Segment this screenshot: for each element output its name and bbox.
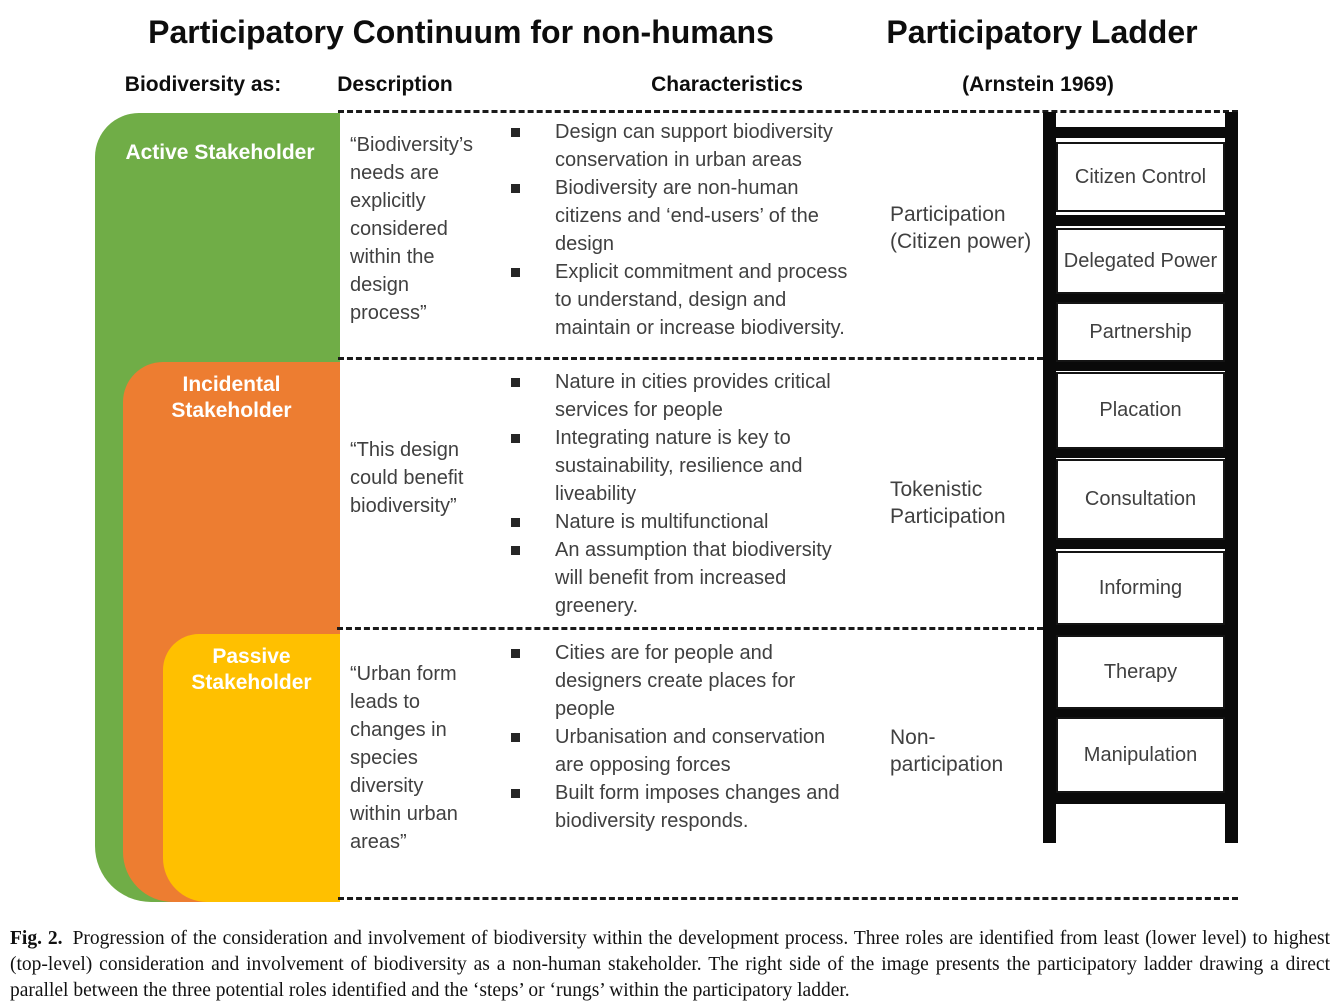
characteristic-item: Explicit commitment and process to under… xyxy=(505,258,880,342)
ladder-rung-bar xyxy=(1043,215,1238,226)
characteristics-active: Design can support biodiversity conserva… xyxy=(505,118,880,342)
ladder-rung-bar xyxy=(1043,127,1238,138)
characteristics-passive: Cities are for people and designers crea… xyxy=(505,639,880,835)
dashed-separator-incidental-passive xyxy=(337,627,1043,630)
characteristic-item: Urbanisation and conservation are opposi… xyxy=(505,723,880,779)
ladder-rung-bar xyxy=(1043,793,1238,804)
passive-stakeholder-box xyxy=(163,634,340,902)
ladder-rung-bar xyxy=(1043,625,1238,636)
figure-caption: Fig. 2. Progression of the consideration … xyxy=(10,926,1330,1004)
ladder-step-informing: Informing xyxy=(1056,551,1225,625)
description-active: “Biodiversity’s needs are explicitly con… xyxy=(350,134,473,324)
ladder-rung-bar xyxy=(1043,447,1238,458)
characteristic-item: Nature in cities provides critical servi… xyxy=(505,368,880,424)
active-stakeholder-label: Active Stakeholder xyxy=(125,141,315,164)
ladder-step-citizen-control: Citizen Control xyxy=(1056,142,1225,212)
characteristics-incidental: Nature in cities provides critical servi… xyxy=(505,368,880,620)
characteristic-item: An assumption that biodiversity will ben… xyxy=(505,536,880,620)
characteristic-item: Built form imposes changes and biodivers… xyxy=(505,779,880,835)
ladder-step-therapy: Therapy xyxy=(1056,635,1225,709)
characteristic-item: Nature is multifunctional xyxy=(505,508,880,536)
ladder-rung-bar xyxy=(1043,292,1238,303)
ladder-step-partnership: Partnership xyxy=(1056,302,1225,362)
ladder-rung-bar xyxy=(1043,538,1238,549)
dashed-separator-bottom xyxy=(338,897,1238,900)
figure-caption-label: Fig. 2. xyxy=(10,928,63,949)
description-incidental: “This design could benefit biodiversity” xyxy=(350,439,464,517)
participatory-ladder: Citizen Control Delegated Power Partners… xyxy=(1043,112,1238,843)
ladder-title: Participatory Ladder xyxy=(886,14,1198,50)
column-header-description: Description xyxy=(337,73,453,96)
description-passive: “Urban form leads to changes in species … xyxy=(350,663,458,853)
participation-non: Non- participation xyxy=(890,726,1004,776)
characteristic-item: Biodiversity are non-human citizens and … xyxy=(505,174,880,258)
ladder-step-consultation: Consultation xyxy=(1056,459,1225,540)
dashed-separator-top xyxy=(338,110,1238,113)
characteristic-item: Cities are for people and designers crea… xyxy=(505,639,880,723)
column-header-characteristics: Characteristics xyxy=(651,73,803,96)
characteristic-item: Integrating nature is key to sustainabil… xyxy=(505,424,880,508)
characteristic-item: Design can support biodiversity conserva… xyxy=(505,118,880,174)
ladder-step-manipulation: Manipulation xyxy=(1056,717,1225,793)
ladder-step-delegated-power: Delegated Power xyxy=(1056,228,1225,294)
participation-citizen-power: Participation (Citizen power) xyxy=(890,203,1032,253)
ladder-rung-bar xyxy=(1043,707,1238,718)
ladder-rung-bar xyxy=(1043,360,1238,371)
ladder-step-placation: Placation xyxy=(1056,372,1225,449)
column-header-arnstein: (Arnstein 1969) xyxy=(962,73,1114,96)
continuum-title: Participatory Continuum for non-humans xyxy=(148,14,774,50)
incidental-stakeholder-label: Incidental Stakeholder xyxy=(171,373,292,422)
passive-stakeholder-label: Passive Stakeholder xyxy=(191,645,312,694)
dashed-separator-active-incidental xyxy=(338,357,1043,360)
figure-caption-text: Progression of the consideration and inv… xyxy=(10,928,1330,1001)
participation-tokenistic: Tokenistic Participation xyxy=(890,478,1006,528)
column-header-biodiversity-as: Biodiversity as: xyxy=(124,73,282,96)
